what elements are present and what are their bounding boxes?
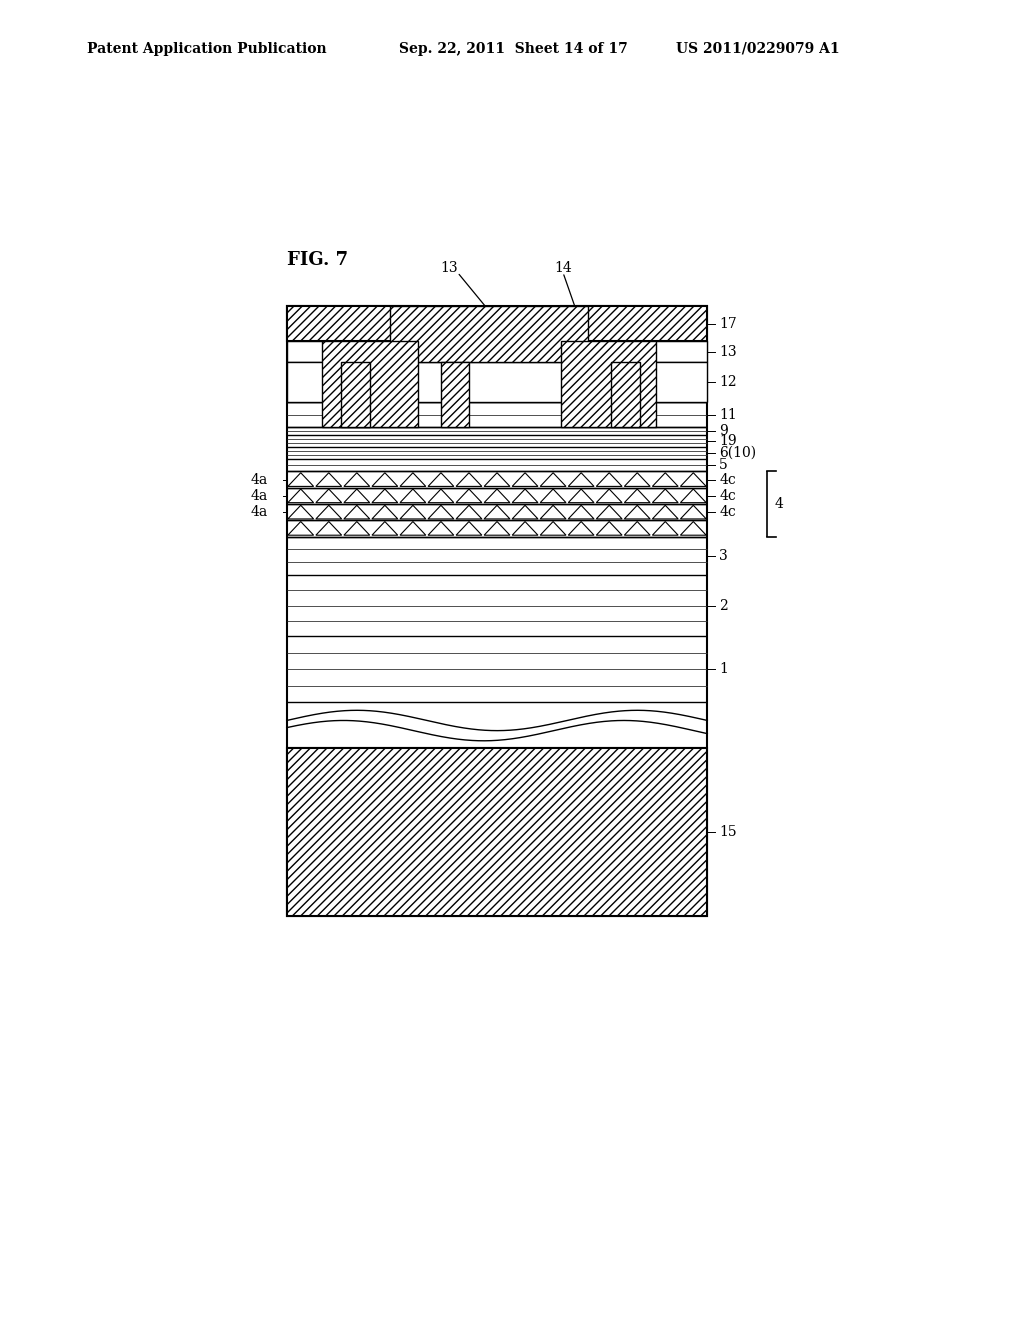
Bar [287,362,708,403]
Text: 13: 13 [719,345,737,359]
Text: 6(10): 6(10) [719,446,757,461]
Text: 4c: 4c [719,506,736,519]
Text: 11: 11 [719,408,737,421]
Bar [560,342,655,426]
Text: 4c: 4c [719,488,736,503]
Text: 1: 1 [719,663,728,676]
Text: 2: 2 [719,598,728,612]
Text: 4c: 4c [719,473,736,487]
Bar [287,306,418,342]
Text: 3: 3 [719,549,728,562]
Text: FIG. 7: FIG. 7 [287,251,348,269]
Bar [441,362,469,426]
Text: 13: 13 [440,261,458,275]
Bar [323,342,418,426]
Text: 14: 14 [554,261,571,275]
Bar [287,342,708,362]
Text: Sep. 22, 2011  Sheet 14 of 17: Sep. 22, 2011 Sheet 14 of 17 [399,42,628,55]
Text: 5: 5 [719,458,728,473]
Text: 15: 15 [719,825,737,838]
Bar [560,306,708,342]
Bar [287,748,708,916]
Bar [390,306,588,362]
Text: 4: 4 [775,496,783,511]
Text: 9: 9 [719,424,728,438]
Text: Patent Application Publication: Patent Application Publication [87,42,327,55]
Text: 12: 12 [719,375,737,389]
Text: 19: 19 [719,434,737,447]
Text: US 2011/0229079 A1: US 2011/0229079 A1 [676,42,840,55]
Text: 4a: 4a [251,473,268,487]
Text: 17: 17 [719,317,737,330]
Text: 4a: 4a [251,488,268,503]
Bar [610,362,640,426]
Bar [341,362,370,426]
Text: 4a: 4a [251,506,268,519]
Bar [287,306,708,916]
